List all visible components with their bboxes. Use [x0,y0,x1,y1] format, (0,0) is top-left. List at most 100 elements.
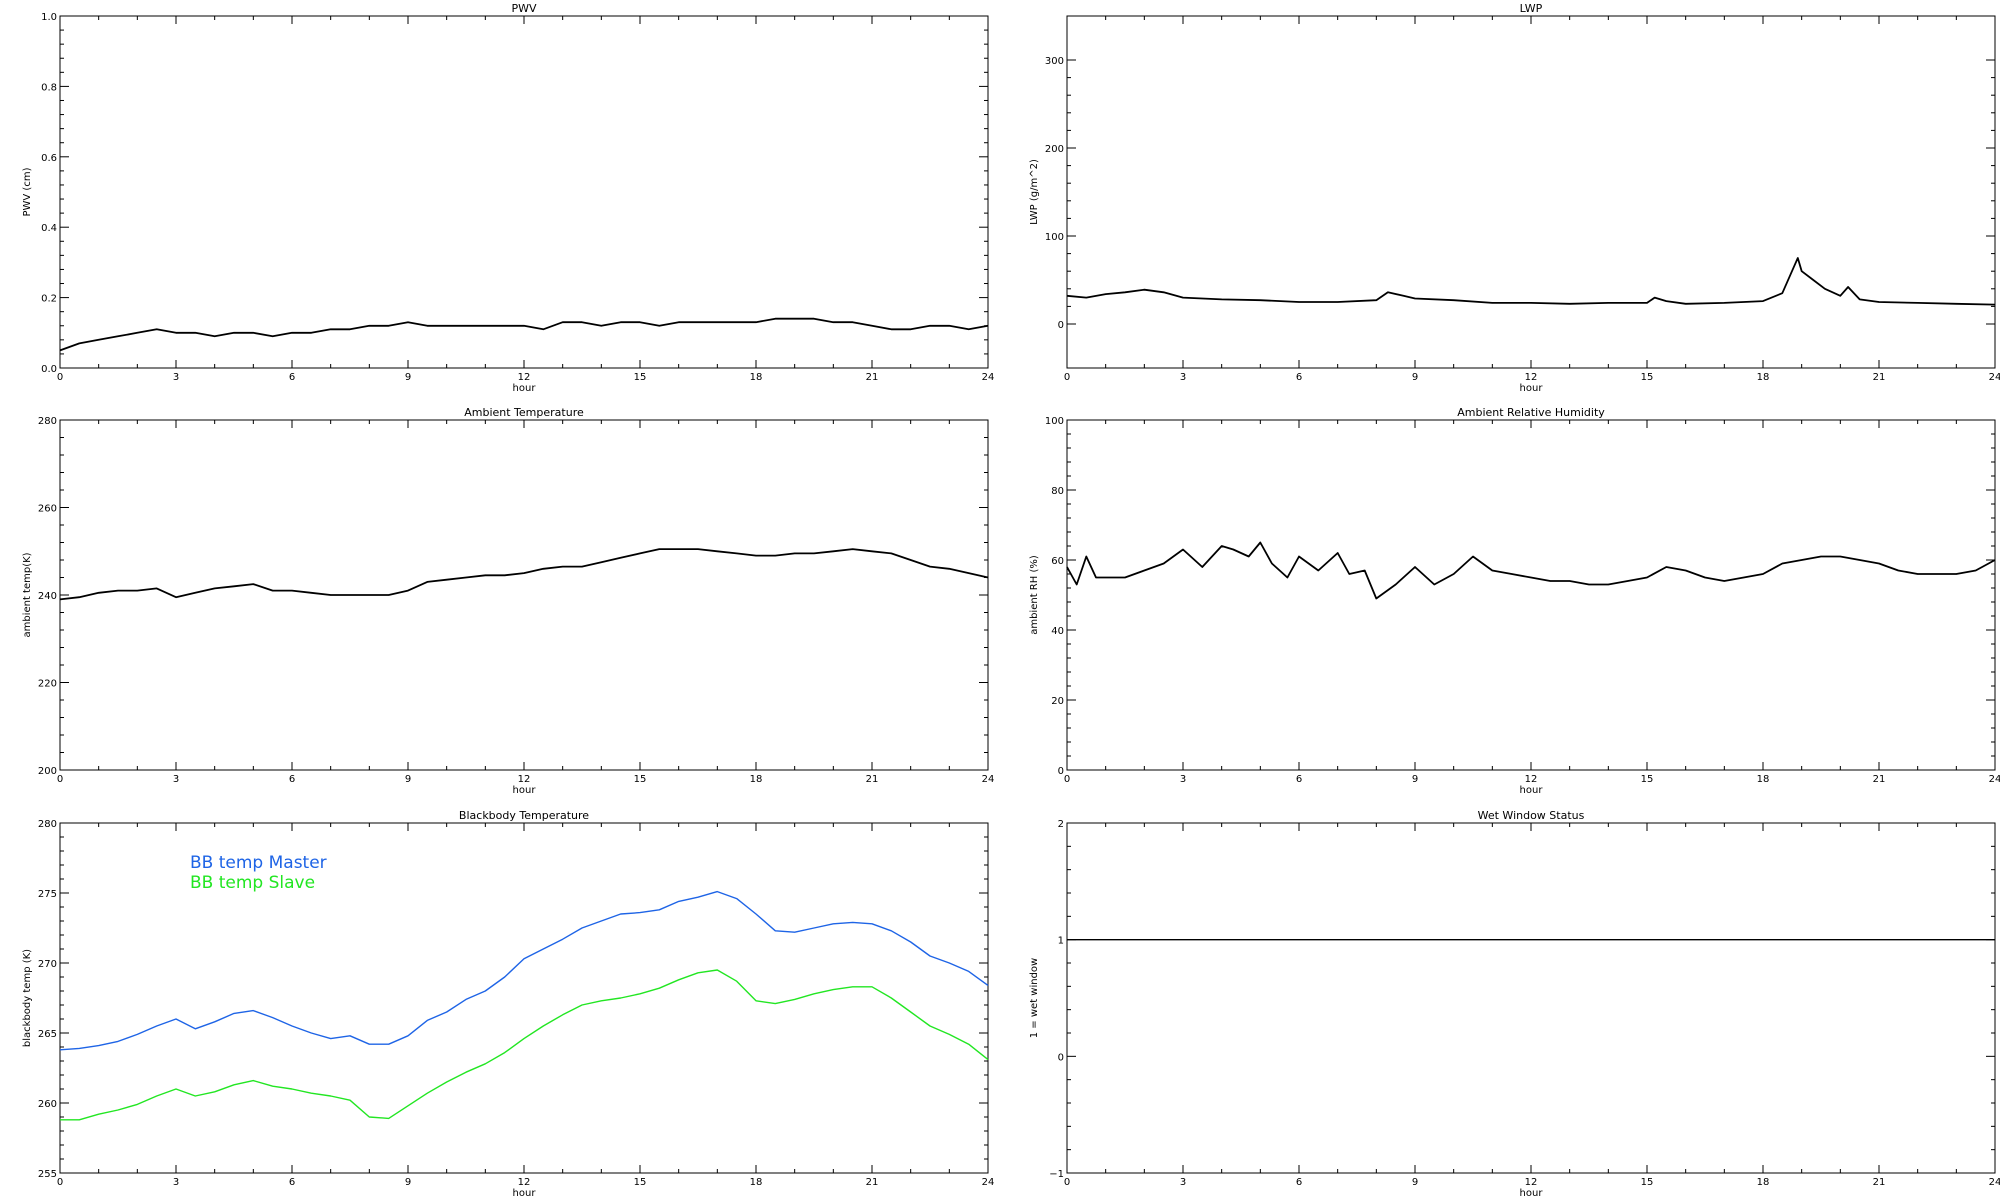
blackbody-temp-title: Blackbody Temperature [459,809,589,822]
blackbody-temp-x-tick-label: 6 [289,1177,295,1188]
ambient-rh-series-line [1066,541,1996,600]
lwp-x-tick-label: 24 [1989,372,2000,383]
lwp-x-tick-label: 12 [1525,372,1538,383]
ambient-rh-y-axis-label: ambient RH (%) [1029,555,1040,635]
pwv-plot-frame [59,15,989,369]
ambient-temp-x-tick-label: 24 [982,774,995,785]
blackbody-temp-x-tick-label: 21 [866,1177,879,1188]
ambient-temp-title: Ambient Temperature [464,406,584,419]
blackbody-temp-x-tick-label: 9 [405,1177,411,1188]
pwv-series-line [59,317,989,352]
ambient-temp-y-tick-label: 220 [38,679,57,690]
lwp-y-tick-label: 200 [1045,144,1064,155]
lwp-plot-frame [1066,15,1996,369]
pwv-x-axis-label: hour [513,383,537,394]
wet-window-y-tick-label: 2 [1058,819,1064,830]
lwp-y-tick-label: 300 [1045,56,1064,67]
wet-window-x-tick-label: 12 [1525,1177,1538,1188]
ambient-rh-panel: Ambient Relative Humidity 0 3 6 9 12 15 18 21 24 h… [1029,406,2000,796]
ambient-temp-y-tick-label: 260 [38,504,57,515]
ambient-temp-x-tick-label: 6 [289,774,295,785]
wet-window-plot-frame [1066,822,1996,1174]
blackbody-temp-panel: Blackbody Temperature 0 3 6 9 12 15 18 21 24 hour 2… [22,809,994,1199]
ambient-temp-x-axis-label: hour [513,785,537,796]
ambient-rh-y-tick-label: 100 [1045,416,1064,427]
wet-window-x-tick-label: 21 [1873,1177,1886,1188]
pwv-x-tick-label: 24 [982,372,995,383]
blackbody-temp-legend-entry: BB temp Master [190,853,327,873]
blackbody-temp-x-tick-label: 18 [750,1177,763,1188]
lwp-y-tick-label: 0 [1058,320,1064,331]
wet-window-x-tick-label: 24 [1989,1177,2000,1188]
blackbody-temp-x-tick-label: 0 [57,1177,63,1188]
ambient-rh-y-tick-label: 80 [1051,486,1064,497]
ambient-temp-y-axis-label: ambient temp(K) [22,552,33,637]
ambient-temp-x-tick-label: 9 [405,774,411,785]
ambient-rh-x-tick-label: 9 [1412,774,1418,785]
ambient-temp-x-tick-label: 15 [634,774,647,785]
blackbody-temp-y-tick-label: 270 [38,959,57,970]
ambient-rh-y-tick-label: 40 [1051,626,1064,637]
pwv-x-tick-label: 12 [518,372,531,383]
ambient-rh-x-tick-label: 6 [1296,774,1302,785]
ambient-rh-y-tick-label: 60 [1051,556,1064,567]
pwv-x-tick-label: 0 [57,372,63,383]
ambient-temp-y-tick-label: 280 [38,416,57,427]
blackbody-temp-y-tick-label: 265 [38,1029,57,1040]
wet-window-x-axis-label: hour [1520,1188,1544,1199]
blackbody-temp-x-tick-label: 24 [982,1177,995,1188]
pwv-y-tick-label: 0.4 [41,223,57,234]
blackbody-temp-x-axis-label: hour [513,1188,537,1199]
lwp-y-axis-label: LWP (g/m^2) [1029,159,1040,225]
pwv-panel: PWV 0 3 6 9 12 15 18 21 24 hour 0.0 0.2 0.4 0.6 0.8 1.0 P… [22,2,994,394]
lwp-y-tick-label: 100 [1045,232,1064,243]
pwv-x-tick-label: 9 [405,372,411,383]
ambient-rh-x-tick-label: 12 [1525,774,1538,785]
pwv-y-tick-label: 0.6 [41,153,57,164]
lwp-x-tick-label: 15 [1641,372,1654,383]
pwv-x-tick-label: 6 [289,372,295,383]
lwp-series-line [1066,257,1996,306]
ambient-temp-x-tick-label: 0 [57,774,63,785]
pwv-y-tick-label: 0.8 [41,82,57,93]
wet-window-x-tick-label: 15 [1641,1177,1654,1188]
wet-window-x-tick-label: 18 [1757,1177,1770,1188]
blackbody-temp-y-tick-label: 280 [38,819,57,830]
pwv-x-tick-label: 15 [634,372,647,383]
ambient-temp-x-tick-label: 3 [173,774,179,785]
pwv-x-tick-label: 18 [750,372,763,383]
blackbody-temp-y-tick-label: 260 [38,1099,57,1110]
wet-window-title: Wet Window Status [1478,809,1585,822]
lwp-x-tick-label: 18 [1757,372,1770,383]
wet-window-x-tick-label: 6 [1296,1177,1302,1188]
blackbody-temp-series-line [59,890,989,1051]
pwv-x-tick-label: 21 [866,372,879,383]
ambient-rh-x-tick-label: 24 [1989,774,2000,785]
pwv-title: PWV [511,2,537,15]
lwp-x-tick-label: 3 [1180,372,1186,383]
ambient-rh-x-tick-label: 0 [1064,774,1070,785]
wet-window-x-tick-label: 9 [1412,1177,1418,1188]
pwv-y-tick-label: 0.0 [41,364,57,375]
lwp-title: LWP [1520,2,1543,15]
ambient-temp-x-tick-label: 12 [518,774,531,785]
ambient-rh-x-axis-label: hour [1520,785,1544,796]
lwp-x-tick-label: 0 [1064,372,1070,383]
ambient-rh-x-tick-label: 18 [1757,774,1770,785]
blackbody-temp-x-tick-label: 12 [518,1177,531,1188]
blackbody-temp-y-tick-label: 255 [38,1169,57,1180]
blackbody-temp-x-tick-label: 15 [634,1177,647,1188]
blackbody-temp-y-tick-label: 275 [38,889,57,900]
ambient-rh-y-tick-label: 0 [1058,766,1064,777]
lwp-x-tick-label: 21 [1873,372,1886,383]
lwp-x-axis-label: hour [1520,383,1544,394]
ambient-temp-x-tick-label: 21 [866,774,879,785]
ambient-rh-x-tick-label: 3 [1180,774,1186,785]
blackbody-temp-series-line [60,969,989,1121]
ambient-temp-panel: Ambient Temperature 0 3 6 9 12 15 18 21 24 hour 200… [22,406,994,796]
lwp-panel: LWP 0 3 6 9 12 15 18 21 24 hour 0 100 200 300 LWP (g/m^… [1029,2,2000,394]
pwv-y-tick-label: 1.0 [41,12,57,23]
ambient-rh-plot-frame [1066,419,1996,771]
pwv-y-axis-label: PWV (cm) [22,167,33,216]
